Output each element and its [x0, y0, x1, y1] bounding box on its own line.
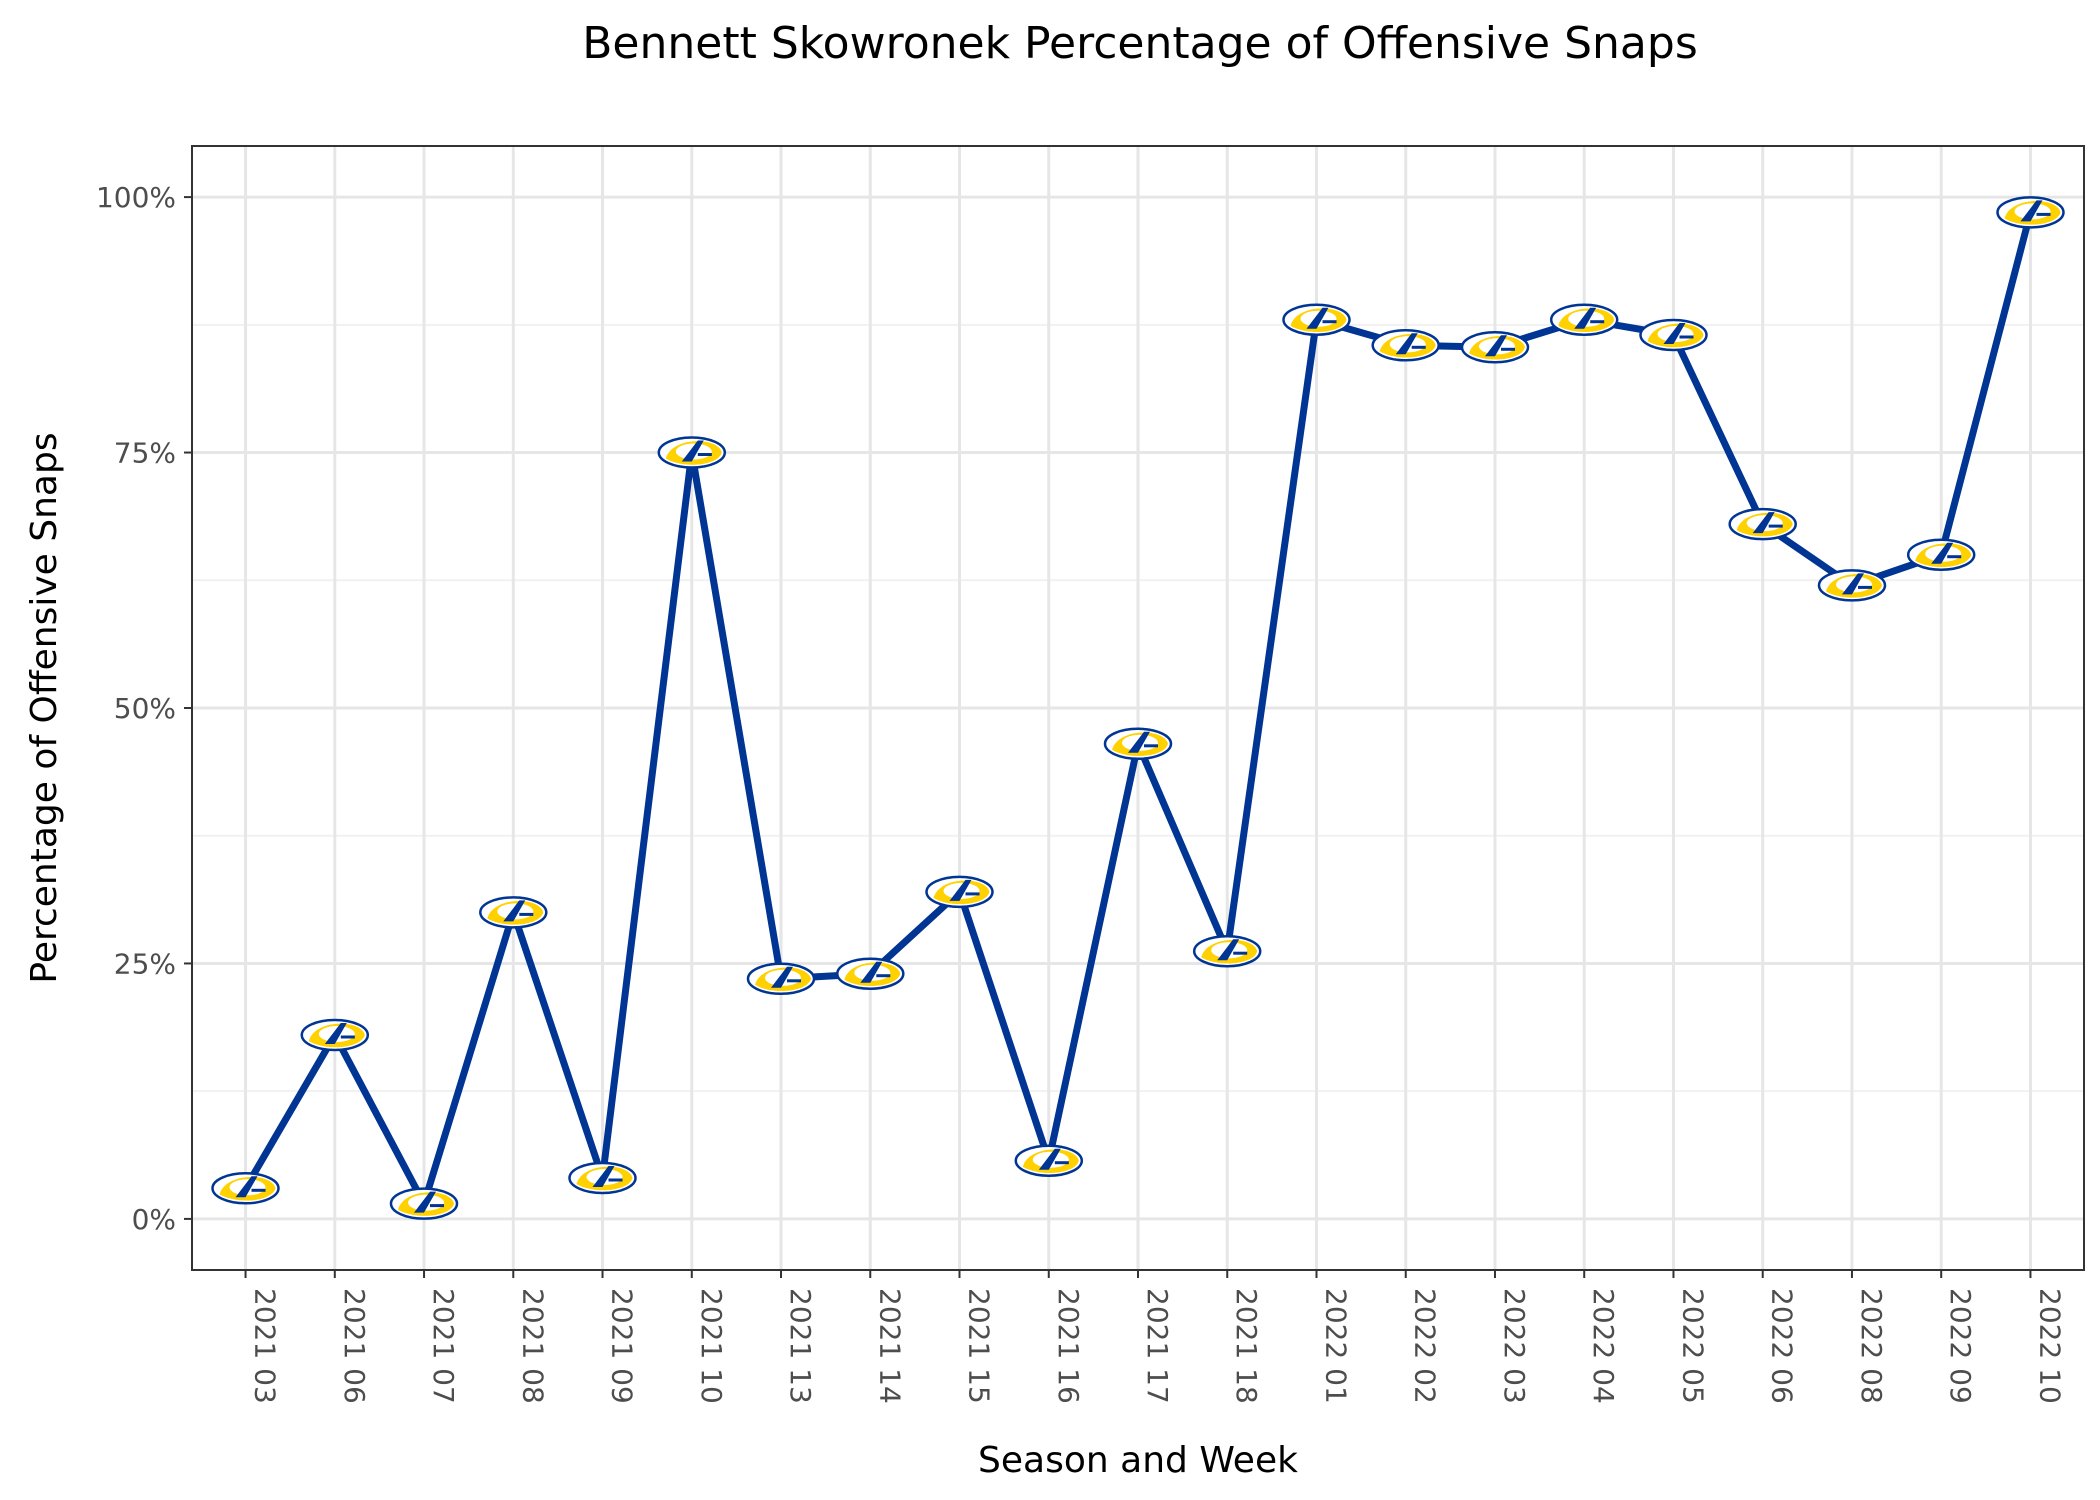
x-tick-label: 2021 15 [963, 1288, 996, 1404]
data-point-2022-09 [1906, 538, 1976, 572]
x-tick-label: 2022 05 [1676, 1288, 1709, 1404]
la-rams-logo-icon [835, 957, 905, 991]
y-tick-label: 50% [114, 692, 176, 725]
la-rams-logo-icon [1014, 1144, 1084, 1178]
la-rams-logo-icon [925, 875, 994, 909]
la-rams-logo-icon [1460, 330, 1530, 364]
data-point-2021-18 [1192, 934, 1262, 968]
y-axis-title: Percentage of Offensive Snaps [24, 432, 65, 983]
la-rams-logo-icon [1728, 507, 1798, 541]
data-point-2022-08 [1817, 568, 1887, 602]
data-point-2022-10 [1996, 195, 2065, 229]
x-tick-label: 2022 04 [1587, 1288, 1620, 1404]
x-tick-label: 2021 16 [1052, 1288, 1085, 1404]
y-tick-label: 75% [114, 437, 176, 470]
la-rams-logo-icon [746, 962, 816, 996]
la-rams-logo-icon [1371, 328, 1441, 362]
major-gridlines [192, 146, 2084, 1270]
x-tick-label: 2021 06 [338, 1288, 371, 1404]
x-tick-label: 2021 09 [606, 1288, 639, 1404]
x-tick-label: 2022 10 [2033, 1288, 2066, 1404]
data-point-2021-14 [835, 957, 905, 991]
la-rams-logo-icon [1817, 568, 1887, 602]
la-rams-logo-icon [568, 1161, 637, 1195]
y-tick-label: 25% [114, 947, 176, 980]
x-axis: 2021 03 2021 06 2021 07 2021 08 2021 09 2021 … [244, 1270, 2066, 1404]
la-rams-logo-icon [657, 436, 727, 469]
y-tick-label: 0% [132, 1203, 176, 1236]
la-rams-logo-icon [211, 1171, 280, 1205]
y-tick-label: 100% [96, 181, 176, 214]
x-tick-label: 2022 03 [1498, 1288, 1531, 1404]
la-rams-logo-icon [1103, 727, 1173, 761]
x-tick-label: 2022 02 [1409, 1288, 1442, 1404]
la-rams-logo-icon [1282, 303, 1351, 337]
data-point-2021-08 [478, 895, 548, 929]
data-point-2021-09 [568, 1161, 637, 1195]
x-tick-label: 2022 01 [1319, 1288, 1352, 1404]
x-tick-label: 2022 06 [1766, 1288, 1799, 1404]
data-point-2021-06 [300, 1018, 370, 1052]
data-point-2022-03 [1460, 330, 1530, 364]
x-tick-label: 2021 17 [1141, 1288, 1174, 1404]
data-point-2022-06 [1728, 507, 1798, 541]
la-rams-logo-icon [300, 1018, 370, 1052]
x-tick-label: 2021 03 [249, 1288, 282, 1404]
x-tick-label: 2021 08 [516, 1288, 549, 1404]
data-point-2022-05 [1639, 318, 1708, 352]
data-point-2021-17 [1103, 727, 1173, 761]
la-rams-logo-icon [1639, 318, 1708, 352]
la-rams-logo-icon [478, 895, 548, 929]
chart-title: Bennett Skowronek Percentage of Offensiv… [582, 18, 1698, 69]
data-point-2022-02 [1371, 328, 1441, 362]
data-point-2022-04 [1549, 303, 1619, 337]
x-tick-label: 2022 09 [1944, 1288, 1977, 1404]
x-tick-label: 2021 14 [873, 1288, 906, 1404]
la-rams-logo-icon [1996, 195, 2065, 229]
plot-panel [191, 145, 2085, 1271]
x-tick-label: 2021 18 [1230, 1288, 1263, 1404]
data-point-2022-01 [1282, 303, 1351, 337]
data-point-2021-16 [1014, 1144, 1084, 1178]
la-rams-logo-icon [1549, 303, 1619, 337]
data-point-2021-03 [211, 1171, 280, 1205]
x-tick-label: 2021 07 [427, 1288, 460, 1404]
x-tick-label: 2021 13 [784, 1288, 817, 1404]
data-point-2021-13 [746, 962, 816, 996]
data-point-2021-10 [657, 436, 727, 469]
y-axis: 0% 25% 50% 75% 100% [96, 181, 192, 1236]
la-rams-logo-icon [1192, 934, 1262, 968]
data-point-2021-15 [925, 875, 994, 909]
x-axis-title: Season and Week [978, 1440, 1298, 1481]
la-rams-logo-icon [389, 1187, 459, 1221]
x-tick-label: 2021 10 [695, 1288, 728, 1404]
data-point-2021-07 [389, 1187, 459, 1221]
x-tick-label: 2022 08 [1855, 1288, 1888, 1404]
la-rams-logo-icon [1906, 538, 1976, 572]
